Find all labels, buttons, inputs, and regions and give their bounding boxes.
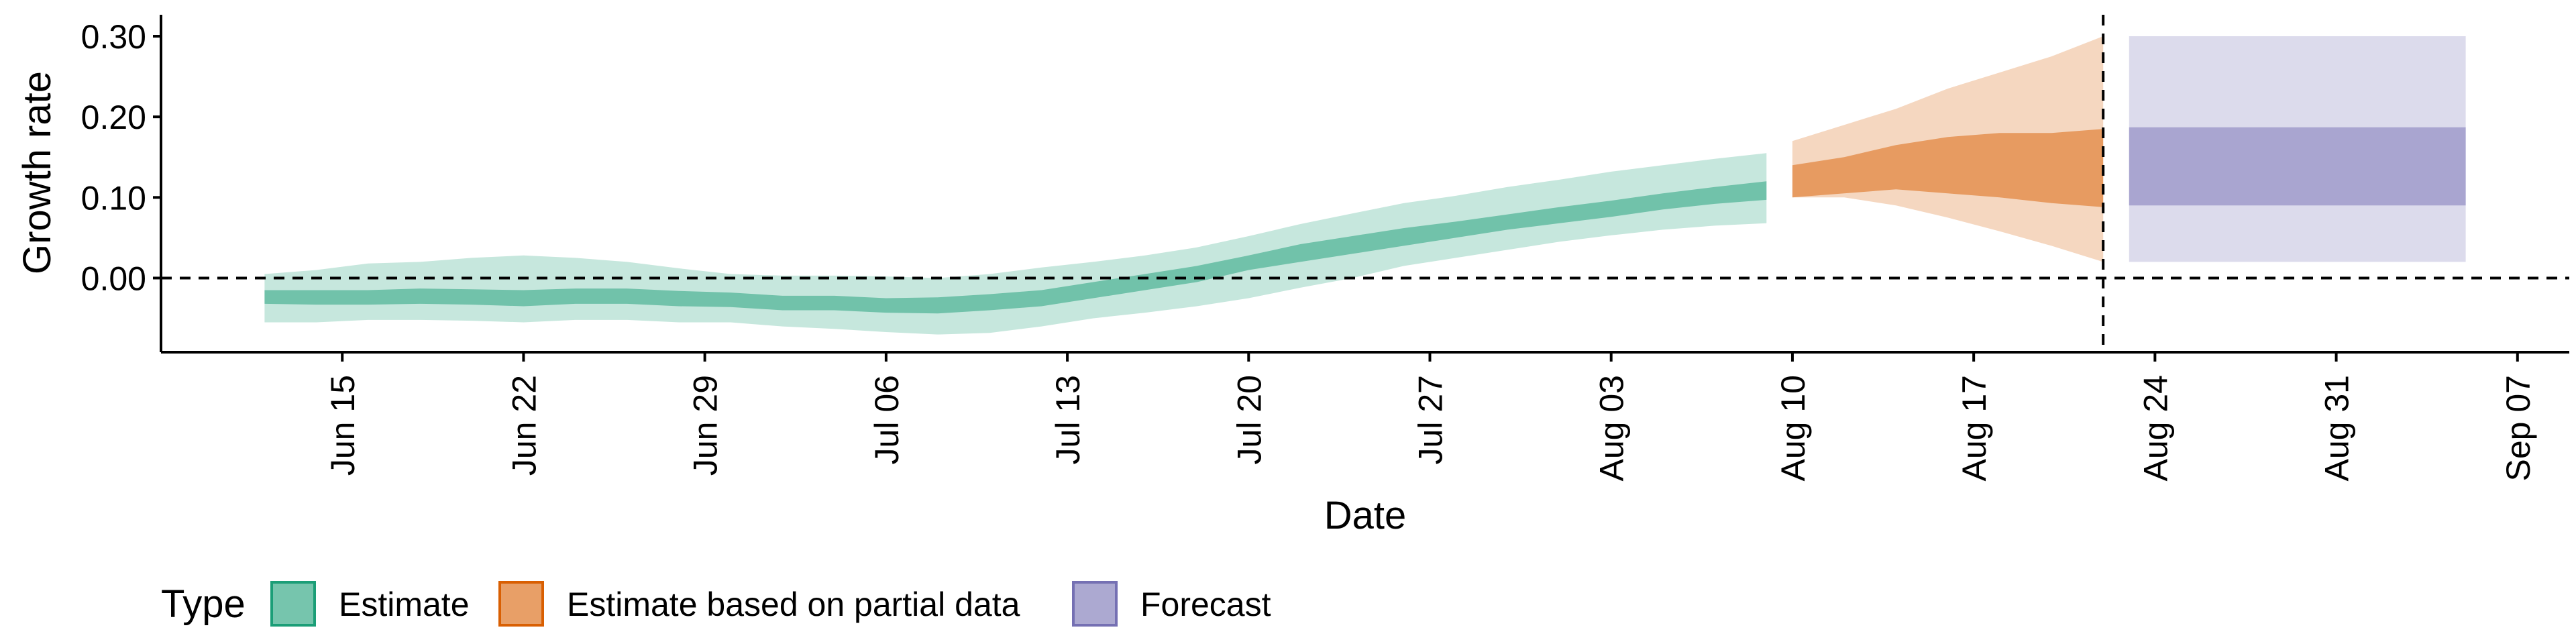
legend-title: Type [161, 582, 246, 626]
y-axis-title: Growth rate [15, 71, 59, 274]
legend-label: Estimate based on partial data [567, 586, 1020, 623]
legend: Type Estimate Estimate based on partial da… [161, 581, 1271, 627]
x-tick-label: Jun 29 [687, 375, 724, 476]
y-tick-label: 0.20 [81, 99, 146, 136]
x-tick-label: Jul 20 [1230, 375, 1268, 464]
x-tick-label: Jun 15 [324, 375, 362, 476]
band-90-estimate [264, 153, 1767, 335]
y-tick-label: 0.30 [81, 18, 146, 56]
legend-key [270, 581, 316, 627]
x-tick-label: Jun 22 [505, 375, 543, 476]
x-tick-label: Sep 07 [2500, 375, 2537, 481]
axes-layer: 0.00 0.10 0.20 0.30 Jun 15 Jun 22 Jun 29 Jul 06… [15, 15, 2569, 537]
x-tick-label: Jul 06 [868, 375, 906, 464]
band-50-estimate [264, 181, 1767, 314]
bands-layer [264, 36, 2466, 335]
x-tick-label: Jul 27 [1412, 375, 1450, 464]
y-tick-label: 0.00 [81, 260, 146, 297]
x-tick-label: Aug 24 [2137, 375, 2174, 481]
legend-key [498, 581, 544, 627]
x-tick-label: Jul 13 [1049, 375, 1087, 464]
legend-key [1072, 581, 1118, 627]
reference-lines [161, 15, 2569, 352]
x-tick-label: Aug 10 [1774, 375, 1812, 481]
band-50-forecast [2129, 127, 2466, 206]
x-tick-label: Aug 17 [1955, 375, 1993, 481]
legend-label: Estimate [339, 586, 470, 623]
x-axis-title: Date [1324, 494, 1407, 537]
band-50-estimate-based-on-partial-data [1792, 129, 2104, 207]
y-tick-label: 0.10 [81, 179, 146, 217]
x-tick-label: Aug 03 [1593, 375, 1631, 481]
legend-label: Forecast [1140, 586, 1271, 623]
x-tick-label: Aug 31 [2318, 375, 2356, 481]
